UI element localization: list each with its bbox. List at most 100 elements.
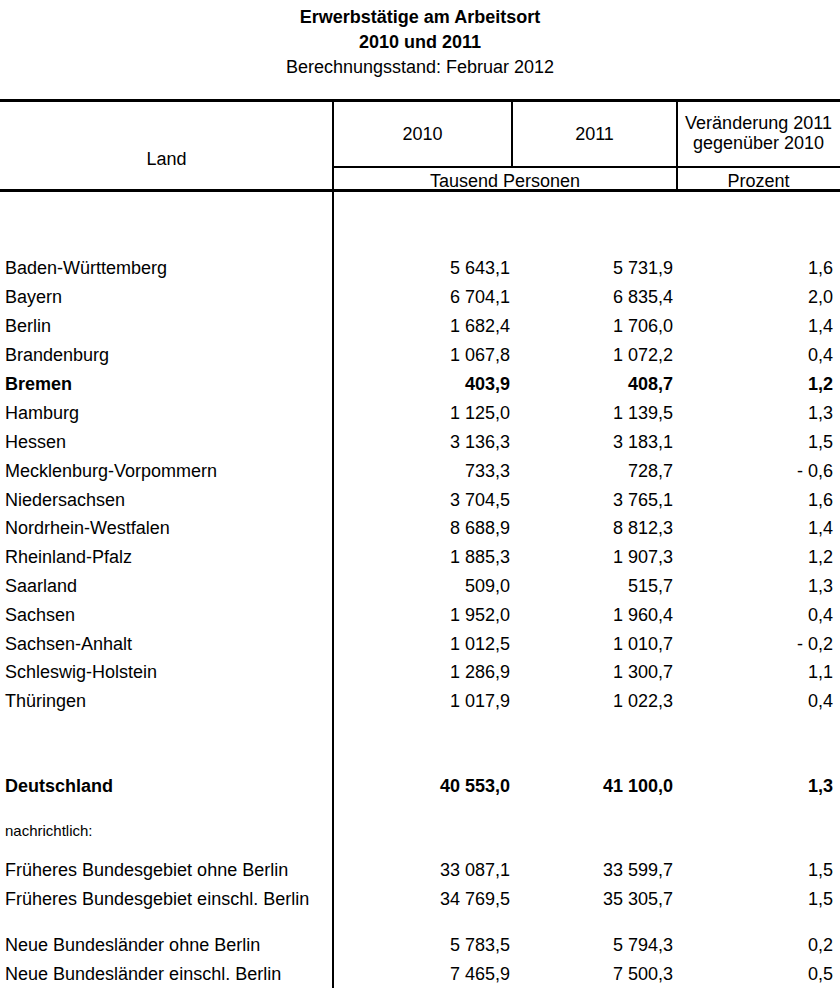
land-cell: Bremen <box>0 374 333 395</box>
land-cell: nachrichtlich: <box>0 822 333 839</box>
table-row: Baden-Württemberg5 643,15 731,91,6 <box>0 254 840 283</box>
land-cell: Niedersachsen <box>0 490 333 511</box>
value-2011-cell: 35 305,7 <box>510 889 673 910</box>
value-2011-cell: 3 765,1 <box>510 490 673 511</box>
percent-cell: 1,1 <box>673 662 833 683</box>
land-cell: Deutschland <box>0 776 333 797</box>
value-2011-cell: 1 072,2 <box>510 345 673 366</box>
percent-cell: 2,0 <box>673 287 833 308</box>
table-row: Früheres Bundesgebiet ohne Berlin33 087,… <box>0 856 840 885</box>
value-2010-cell: 1 067,8 <box>333 345 510 366</box>
value-2011-cell: 5 731,9 <box>510 258 673 279</box>
land-cell: Rheinland-Pfalz <box>0 547 333 568</box>
percent-cell: 1,6 <box>673 490 833 511</box>
percent-cell: 1,3 <box>673 403 833 424</box>
value-2011-cell: 33 599,7 <box>510 860 673 881</box>
value-2011-cell: 7 500,3 <box>510 964 673 985</box>
land-cell: Berlin <box>0 316 333 337</box>
table-row: Saarland509,0515,71,3 <box>0 572 840 601</box>
value-2010-cell: 5 643,1 <box>333 258 510 279</box>
value-2010-cell: 6 704,1 <box>333 287 510 308</box>
table-row: Neue Bundesländer ohne Berlin5 783,55 79… <box>0 931 840 960</box>
value-2010-cell: 3 704,5 <box>333 490 510 511</box>
value-2011-cell: 1 706,0 <box>510 316 673 337</box>
table-row: Rheinland-Pfalz1 885,31 907,31,2 <box>0 543 840 572</box>
percent-cell: 1,5 <box>673 432 833 453</box>
value-2011-cell: 3 183,1 <box>510 432 673 453</box>
table-row: Sachsen1 952,01 960,40,4 <box>0 601 840 630</box>
value-2010-cell: 509,0 <box>333 576 510 597</box>
percent-cell: 1,3 <box>673 776 833 797</box>
value-2011-cell: 1 139,5 <box>510 403 673 424</box>
value-2010-cell: 1 885,3 <box>333 547 510 568</box>
land-cell: Schleswig-Holstein <box>0 662 333 683</box>
table-row: Bremen403,9408,71,2 <box>0 370 840 399</box>
value-2011-cell: 515,7 <box>510 576 673 597</box>
percent-cell: 0,5 <box>673 964 833 985</box>
land-cell: Früheres Bundesgebiet ohne Berlin <box>0 860 333 881</box>
percent-cell: - 0,2 <box>673 634 833 655</box>
value-2010-cell: 1 286,9 <box>333 662 510 683</box>
percent-cell: 0,4 <box>673 691 833 712</box>
value-2011-cell: 1 022,3 <box>510 691 673 712</box>
value-2010-cell: 7 465,9 <box>333 964 510 985</box>
value-2010-cell: 33 087,1 <box>333 860 510 881</box>
value-2010-cell: 403,9 <box>333 374 510 395</box>
table-row: Niedersachsen3 704,53 765,11,6 <box>0 486 840 515</box>
land-cell: Sachsen <box>0 605 333 626</box>
table-row: Brandenburg1 067,81 072,20,4 <box>0 341 840 370</box>
value-2010-cell: 3 136,3 <box>333 432 510 453</box>
land-cell: Mecklenburg-Vorpommern <box>0 461 333 482</box>
percent-cell: 1,5 <box>673 860 833 881</box>
percent-cell: 1,5 <box>673 889 833 910</box>
land-cell: Baden-Württemberg <box>0 258 333 279</box>
percent-cell: 1,3 <box>673 576 833 597</box>
value-2010-cell: 8 688,9 <box>333 518 510 539</box>
value-2011-cell: 8 812,3 <box>510 518 673 539</box>
land-cell: Neue Bundesländer ohne Berlin <box>0 935 333 956</box>
land-cell: Bayern <box>0 287 333 308</box>
table-row: Bayern6 704,16 835,42,0 <box>0 283 840 312</box>
statistics-table-page: Erwerbstätige am Arbeitsort 2010 und 201… <box>0 0 840 988</box>
value-2011-cell: 1 300,7 <box>510 662 673 683</box>
table-row: Berlin1 682,41 706,01,4 <box>0 312 840 341</box>
percent-cell: 0,4 <box>673 345 833 366</box>
table-row: Sachsen-Anhalt1 012,51 010,7- 0,2 <box>0 630 840 659</box>
value-2010-cell: 1 682,4 <box>333 316 510 337</box>
value-2011-cell: 41 100,0 <box>510 776 673 797</box>
table-row: Mecklenburg-Vorpommern733,3728,7- 0,6 <box>0 457 840 486</box>
value-2011-cell: 1 010,7 <box>510 634 673 655</box>
percent-cell: 0,4 <box>673 605 833 626</box>
value-2011-cell: 5 794,3 <box>510 935 673 956</box>
value-2010-cell: 1 125,0 <box>333 403 510 424</box>
value-2010-cell: 40 553,0 <box>333 776 510 797</box>
land-cell: Sachsen-Anhalt <box>0 634 333 655</box>
land-cell: Saarland <box>0 576 333 597</box>
table-row: Neue Bundesländer einschl. Berlin7 465,9… <box>0 960 840 988</box>
table-row: Hamburg1 125,01 139,51,3 <box>0 399 840 428</box>
note-row: nachrichtlich: <box>0 816 840 845</box>
percent-cell: 1,6 <box>673 258 833 279</box>
land-cell: Früheres Bundesgebiet einschl. Berlin <box>0 889 333 910</box>
table-body: Baden-Württemberg5 643,15 731,91,6Bayern… <box>0 0 840 988</box>
table-row: Nordrhein-Westfalen8 688,98 812,31,4 <box>0 514 840 543</box>
percent-cell: 1,2 <box>673 374 833 395</box>
land-cell: Neue Bundesländer einschl. Berlin <box>0 964 333 985</box>
table-row: Schleswig-Holstein1 286,91 300,71,1 <box>0 658 840 687</box>
percent-cell: 1,4 <box>673 316 833 337</box>
percent-cell: - 0,6 <box>673 461 833 482</box>
table-row: Thüringen1 017,91 022,30,4 <box>0 687 840 716</box>
value-2010-cell: 1 017,9 <box>333 691 510 712</box>
value-2010-cell: 733,3 <box>333 461 510 482</box>
land-cell: Brandenburg <box>0 345 333 366</box>
value-2010-cell: 1 952,0 <box>333 605 510 626</box>
table-row: Hessen3 136,33 183,11,5 <box>0 428 840 457</box>
table-row: Früheres Bundesgebiet einschl. Berlin34 … <box>0 885 840 914</box>
value-2011-cell: 1 907,3 <box>510 547 673 568</box>
value-2011-cell: 728,7 <box>510 461 673 482</box>
percent-cell: 1,2 <box>673 547 833 568</box>
percent-cell: 1,4 <box>673 518 833 539</box>
land-cell: Nordrhein-Westfalen <box>0 518 333 539</box>
table-row: Deutschland40 553,041 100,01,3 <box>0 772 840 801</box>
value-2010-cell: 34 769,5 <box>333 889 510 910</box>
